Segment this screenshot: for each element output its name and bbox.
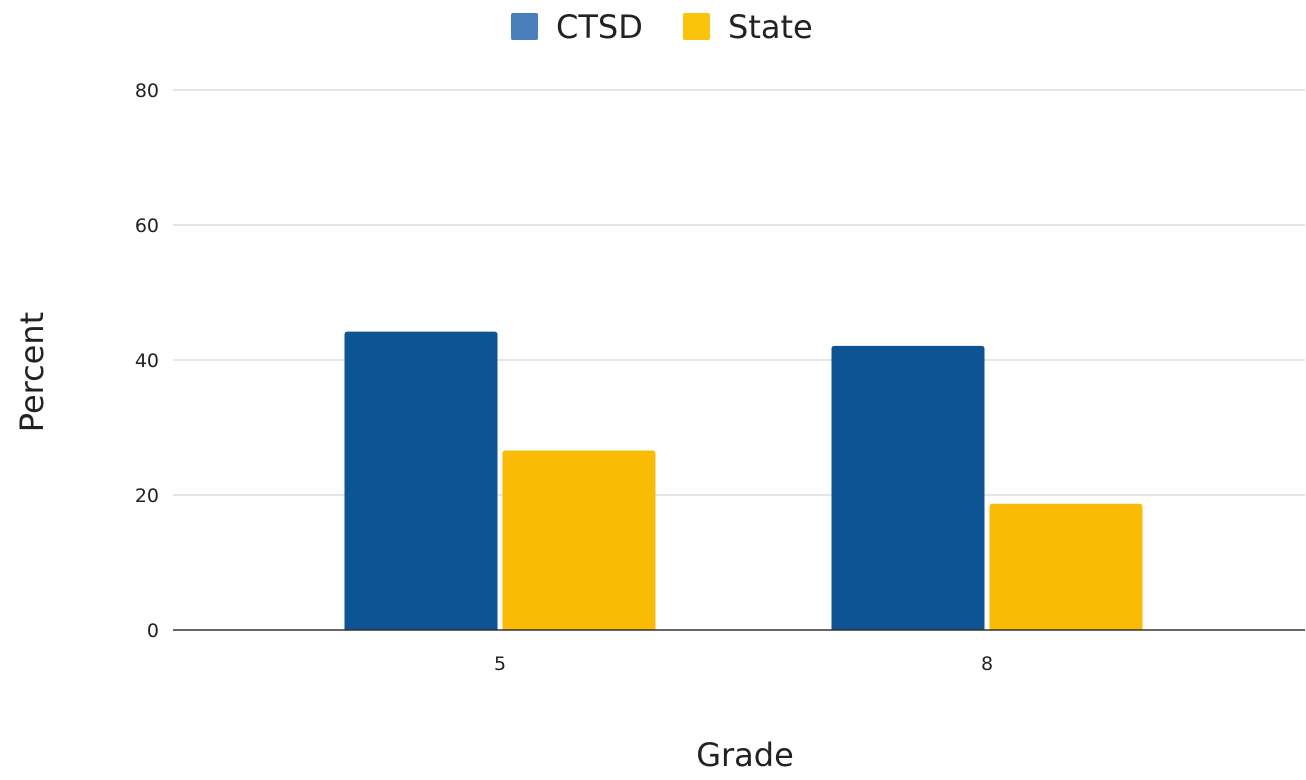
legend-label-state: State [728, 8, 813, 46]
bar-ctsd-grade-5 [344, 331, 498, 630]
bars [344, 331, 1143, 630]
bar-state-grade-5 [502, 450, 656, 630]
bar-state-grade-8 [989, 503, 1143, 630]
x-tick-label: 5 [494, 653, 506, 675]
y-tick-label: 80 [135, 80, 159, 102]
gridlines [173, 89, 1305, 496]
x-axis-title: Grade [696, 736, 794, 774]
legend: CTSD State [511, 8, 813, 46]
x-tick-label: 8 [981, 653, 993, 675]
y-axis-ticks: 0 20 40 60 80 [135, 80, 159, 642]
y-axis-title: Percent [13, 312, 51, 432]
legend-label-ctsd: CTSD [556, 8, 643, 46]
legend-swatch-ctsd [511, 13, 538, 40]
y-tick-label: 20 [135, 485, 159, 507]
y-tick-label: 40 [135, 350, 159, 372]
legend-swatch-state [683, 13, 710, 40]
y-tick-label: 0 [147, 620, 159, 642]
bar-ctsd-grade-8 [831, 345, 985, 630]
y-tick-label: 60 [135, 215, 159, 237]
